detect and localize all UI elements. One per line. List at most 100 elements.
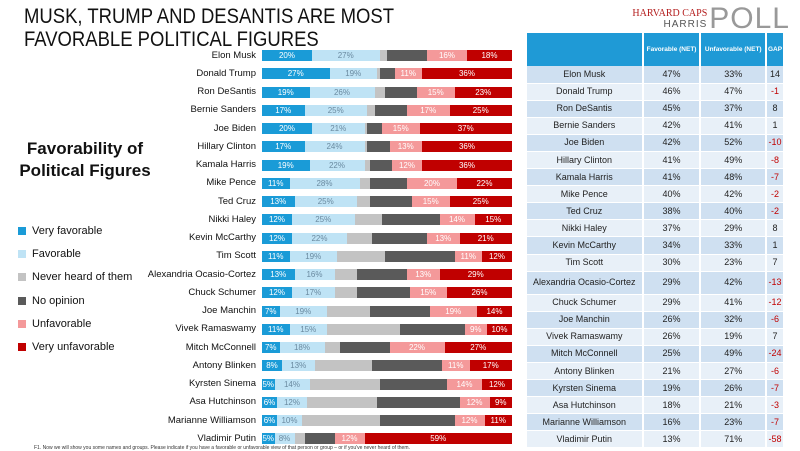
bar-segment-very_favorable: 8% [262, 360, 282, 372]
table-row: Ron DeSantis 45% 37% 8 [527, 100, 785, 118]
name-cell: Mike Pence [527, 185, 644, 204]
bar-segment-favorable: 16% [294, 269, 335, 280]
gap-cell: -24 [766, 345, 785, 364]
gap-cell: 1 [766, 117, 785, 135]
favorable-cell: 25% [642, 345, 702, 364]
favorable-cell: 26% [642, 311, 702, 329]
name-cell: Kyrsten Sinema [527, 379, 644, 398]
bar-segment-never_heard [327, 305, 370, 317]
bar-row: 6% 12% 12% 9% [262, 396, 512, 408]
favorable-cell: 37% [642, 219, 702, 238]
favorable-cell: 46% [642, 83, 702, 101]
legend-item-favorable: Favorable [18, 248, 81, 260]
bar-segment-never_heard [294, 433, 305, 445]
bar-segment-never_heard [377, 68, 380, 80]
unfavorable-cell: 29% [700, 219, 767, 238]
bar-segment-very_unfavorable: 15% [474, 214, 512, 226]
unfavorable-cell: 21% [700, 396, 767, 415]
name-cell: Alexandria Ocasio-Cortez [527, 271, 644, 295]
category-label: Asa Hutchinson [189, 396, 256, 408]
table-row: Joe Manchin 26% 32% -6 [527, 311, 785, 329]
bar-segment-unfavorable: 15% [417, 86, 455, 98]
bar-segment-never_heard [379, 50, 387, 61]
bar-row: 19% 26% 15% 23% [262, 86, 512, 98]
table-row: Chuck Schumer 29% 41% -12 [527, 294, 785, 312]
gap-cell: -12 [766, 294, 785, 312]
bar-row: 27% 19% 11% 36% [262, 68, 512, 80]
favorable-cell: 19% [642, 379, 702, 398]
bar-segment-unfavorable: 15% [409, 287, 447, 299]
table-row: Kamala Harris 41% 48% -7 [527, 168, 785, 187]
gap-cell: -6 [766, 311, 785, 329]
unfavorable-cell: 37% [700, 100, 767, 118]
bar-segment-favorable: 15% [289, 323, 327, 335]
bar-row: 11% 28% 20% 22% [262, 177, 512, 189]
table-header: GAP [766, 33, 785, 66]
category-label: Tim Scott [216, 250, 256, 262]
bar-segment-very_favorable: 13% [262, 269, 295, 280]
bar-segment-very_unfavorable: 22% [457, 177, 512, 189]
favorable-cell: 34% [642, 236, 702, 255]
bar-segment-no_opinion [387, 50, 427, 61]
bar-row: 6% 10% 12% 11% [262, 415, 512, 426]
unfavorable-cell: 40% [700, 202, 767, 221]
bar-segment-very_unfavorable: 12% [482, 250, 512, 262]
unfavorable-cell: 48% [700, 168, 767, 187]
category-label: Alexandria Ocasio-Cortez [147, 268, 256, 280]
logo-line1: HARVARD CAPS [632, 8, 708, 19]
unfavorable-cell: 33% [700, 236, 767, 255]
bar-segment-no_opinion [377, 396, 460, 408]
category-label: Hillary Clinton [197, 140, 256, 152]
table-row: Mitch McConnell 25% 49% -24 [527, 345, 785, 364]
bar-segment-no_opinion [367, 123, 382, 134]
table-header [527, 33, 644, 66]
name-cell: Ron DeSantis [527, 100, 644, 118]
unfavorable-cell: 32% [700, 311, 767, 329]
unfavorable-cell: 52% [700, 134, 767, 152]
favorable-cell: 26% [642, 328, 702, 346]
legend-label: Favorable [32, 248, 81, 261]
table-row: Vladimir Putin 13% 71% -58 [527, 430, 785, 449]
category-label: Kyrsten Sinema [188, 378, 256, 389]
category-label: Vladimir Putin [197, 432, 256, 444]
bar-segment-unfavorable: 12% [454, 415, 485, 426]
bar-segment-very_favorable: 12% [262, 214, 292, 226]
gap-cell: 7 [766, 254, 785, 272]
category-label: Joe Manchin [202, 305, 256, 316]
gap-cell: -1 [766, 83, 785, 101]
legend-swatch [18, 273, 26, 282]
table-row: Alexandria Ocasio-Cortez 29% 42% -13 [527, 271, 785, 295]
bar-segment-very_unfavorable: 14% [477, 305, 512, 317]
table-row: Kyrsten Sinema 19% 26% -7 [527, 379, 785, 398]
gap-cell: -2 [766, 185, 785, 204]
category-label: Antony Blinken [192, 359, 256, 371]
bar-segment-unfavorable: 11% [394, 68, 422, 80]
unfavorable-cell: 49% [700, 345, 767, 364]
favorable-cell: 21% [642, 362, 702, 381]
harvard-caps-harris-poll-logo: HARVARD CAPS HARRIS POLL [632, 4, 790, 34]
legend-label: No opinion [32, 294, 85, 307]
bar-segment-favorable: 24% [304, 141, 365, 153]
bar-segment-very_unfavorable: 21% [459, 232, 512, 244]
legend-swatch [18, 296, 26, 305]
bar-row: 12% 17% 15% 26% [262, 287, 512, 299]
bar-segment-very_unfavorable: 27% [444, 342, 512, 353]
bar-segment-very_favorable: 6% [262, 396, 277, 408]
bar-segment-unfavorable: 11% [454, 250, 482, 262]
bar-segment-no_opinion [379, 68, 395, 80]
unfavorable-cell: 49% [700, 151, 767, 170]
category-label: Mitch McConnell [185, 341, 256, 353]
table-row: Elon Musk 47% 33% 14 [527, 66, 785, 84]
bar-row: 11% 15% 9% 10% [262, 323, 512, 335]
favorable-cell: 29% [642, 271, 702, 295]
bar-segment-never_heard [334, 287, 357, 299]
bar-segment-favorable: 25% [304, 104, 367, 116]
category-label: Vivek Ramaswamy [175, 323, 256, 335]
bar-segment-unfavorable: 22% [389, 342, 445, 353]
name-cell: Joe Biden [527, 134, 644, 152]
name-cell: Vivek Ramaswamy [527, 328, 644, 346]
favorable-cell: 41% [642, 168, 702, 187]
bar-segment-favorable: 21% [312, 123, 365, 134]
legend-item-unfavorable: Unfavorable [18, 318, 91, 330]
bar-segment-favorable: 28% [289, 177, 360, 189]
